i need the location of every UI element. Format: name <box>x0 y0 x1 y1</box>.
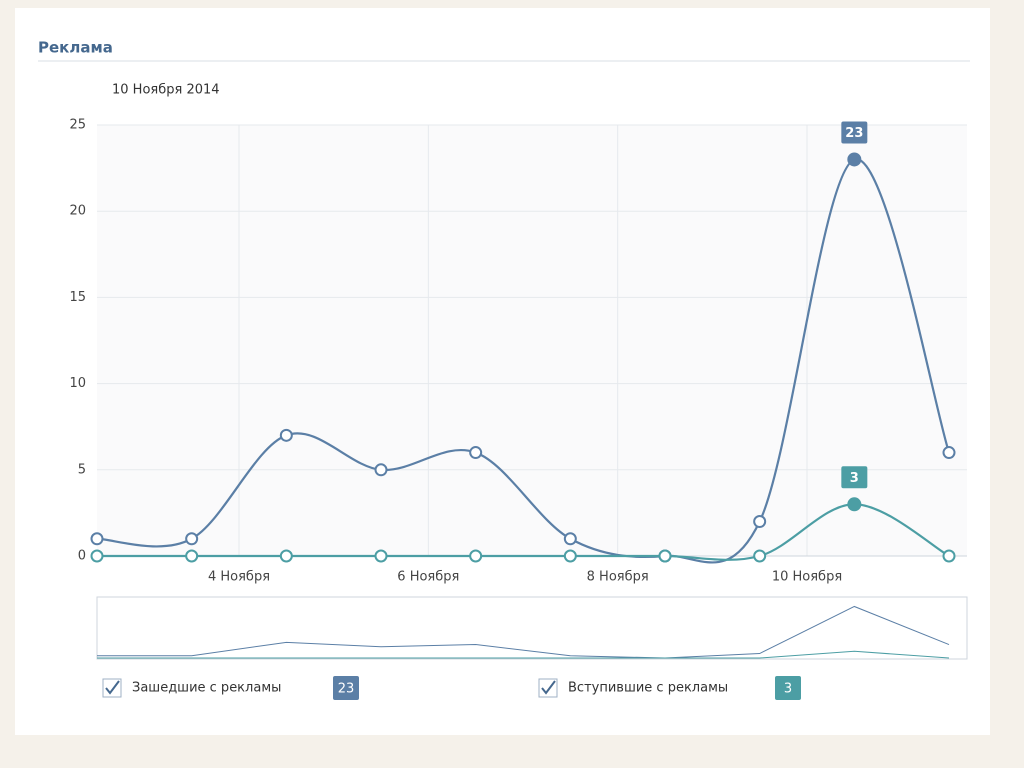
data-point <box>847 152 862 167</box>
data-point <box>374 463 388 477</box>
value-badge <box>841 466 868 489</box>
check-mark <box>541 680 556 695</box>
data-point <box>753 515 767 529</box>
navigator <box>96 596 968 660</box>
y-tick-label: 0 <box>78 549 86 564</box>
data-point <box>563 549 577 563</box>
legend-badge-label: 3 <box>784 682 792 697</box>
data-point <box>90 532 104 546</box>
y-tick-label: 15 <box>69 290 86 305</box>
data-point <box>658 549 672 563</box>
x-tick-label: 8 Ноября <box>587 570 649 585</box>
check-mark <box>105 680 120 695</box>
y-tick-label: 5 <box>78 462 86 477</box>
data-point <box>753 549 767 563</box>
data-point <box>279 549 293 563</box>
y-tick-label: 25 <box>69 118 86 133</box>
legend-label: Зашедшие с рекламы <box>132 681 281 696</box>
data-point <box>279 428 293 442</box>
data-point <box>90 549 104 563</box>
legend: Зашедшие с рекламы Вступившие с рекламы <box>102 678 728 698</box>
legend-badge <box>333 676 359 700</box>
x-tick-label: 10 Ноября <box>772 570 842 585</box>
data-point <box>847 497 862 512</box>
legend-label: Вступившие с рекламы <box>568 681 728 696</box>
data-point <box>942 446 956 460</box>
navigator-line <box>97 605 950 659</box>
value-badge <box>841 121 868 144</box>
plot-area <box>97 125 967 556</box>
series-line <box>97 503 950 561</box>
value-badge-label: 3 <box>850 471 859 486</box>
chart-subtitle: 10 Ноября 2014 <box>112 83 220 98</box>
data-point <box>185 532 199 546</box>
y-tick-label: 20 <box>69 204 86 219</box>
data-point <box>185 549 199 563</box>
navigator-line <box>97 650 950 659</box>
data-point <box>469 446 483 460</box>
y-tick-label: 10 <box>69 376 86 391</box>
data-point <box>469 549 483 563</box>
x-tick-label: 6 Ноября <box>397 570 459 585</box>
legend-badge-label: 23 <box>338 682 355 697</box>
data-point <box>563 532 577 546</box>
data-point <box>374 549 388 563</box>
x-tick-label: 4 Ноября <box>208 570 270 585</box>
value-badge-label: 23 <box>845 126 863 141</box>
data-point <box>942 549 956 563</box>
legend-badge <box>775 676 801 700</box>
chart-title: Реклама <box>38 39 113 57</box>
